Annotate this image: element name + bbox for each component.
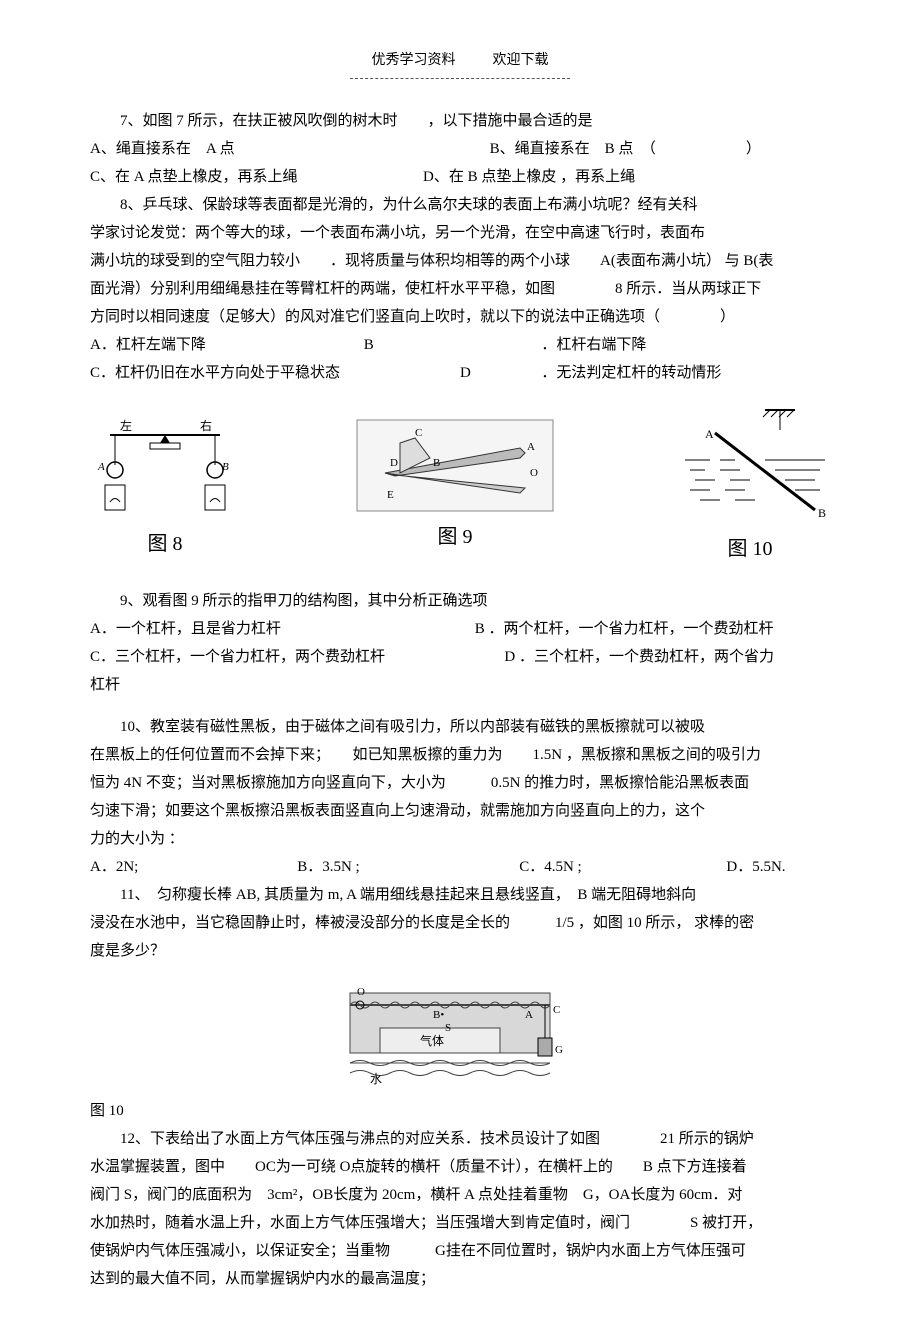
q12-line5: 使锅炉内气体压强减小，以保证安全；当重物 G挂在不同位置时，锅炉内水面上方气体压… xyxy=(90,1239,830,1263)
figures-row: 左 右 A B 图 8 C A xyxy=(90,405,830,565)
svg-text:S: S xyxy=(445,1022,451,1034)
q8-opts-row1: A．杠杆左端下降 B ．杠杆右端下降 xyxy=(90,333,830,357)
svg-text:A: A xyxy=(705,427,714,441)
q9-optD: D ．三个杠杆，一个费劲杠杆，两个省力 xyxy=(504,645,774,669)
q7-stem: 7、如图 7 所示，在扶正被风吹倒的树木时 ，以下措施中最合适的是 xyxy=(90,109,830,133)
svg-text:A: A xyxy=(97,461,105,473)
fig9-svg: C A D B E O xyxy=(355,418,555,513)
q8-optA: A．杠杆左端下降 xyxy=(90,333,364,357)
svg-text:B•: B• xyxy=(433,1009,444,1021)
fig8-svg: 左 右 A B xyxy=(90,410,240,520)
q12-line1: 12、下表给出了水面上方气体压强与沸点的对应关系．技术员设计了如图 21 所示的… xyxy=(90,1127,830,1151)
fig10b-svg: O B• A C G 气体 S 水 xyxy=(345,983,575,1093)
q9-stem: 9、观看图 9 所示的指甲刀的结构图，其中分析正确选项 xyxy=(90,589,830,613)
svg-text:B: B xyxy=(433,457,440,469)
q11-line3: 度是多少？ xyxy=(90,939,830,963)
q8-line1: 8、乒乓球、保龄球等表面都是光滑的，为什么高尔夫球的表面上布满小坑呢？经有关科 xyxy=(90,193,830,217)
svg-text:G: G xyxy=(555,1044,563,1056)
q10-line3: 恒为 4N 不变；当对黑板擦施加方向竖直向下，大小为 0.5N 的推力时，黑板擦… xyxy=(90,771,830,795)
q8-optB-text: ．杠杆右端下降 xyxy=(541,333,646,357)
q10-optA: A．2N; xyxy=(90,855,297,879)
fig10-label: 图 10 xyxy=(670,533,830,565)
q8-line3: 满小坑的球受到的空气阻力较小 ．现将质量与体积均相等的两个小球 A(表面布满小坑… xyxy=(90,249,830,273)
svg-text:C: C xyxy=(415,427,422,439)
q12-line4: 水加热时，随着水温上升，水面上方气体压强增大；当压强增大到肯定值时，阀门 S 被… xyxy=(90,1211,830,1235)
svg-text:O: O xyxy=(357,986,365,998)
q10-line2: 在黑板上的任何位置而不会掉下来； 如已知黑板擦的重力为 1.5N ，黑板擦和黑板… xyxy=(90,743,830,767)
q7-optC: C、在 A 点垫上橡皮，再系上绳 xyxy=(90,165,423,189)
q8-opts-row2: C．杠杆仍旧在水平方向处于平稳状态 D ．无法判定杠杆的转动情形 xyxy=(90,361,830,385)
header-right: 欢迎下载 xyxy=(493,53,549,68)
q9-tail: 杠杆 xyxy=(90,673,830,697)
fig10b-label: 图 10 xyxy=(90,1099,830,1123)
svg-text:C: C xyxy=(553,1004,560,1016)
svg-text:A: A xyxy=(525,1009,533,1021)
q9-row1: A．一个杠杆，且是省力杠杆 B ．两个杠杆，一个省力杠杆，一个费劲杠杆 xyxy=(90,617,830,641)
q12-line6: 达到的最大值不同，从而掌握锅炉内水的最高温度； xyxy=(90,1267,830,1291)
q8-optC: C．杠杆仍旧在水平方向处于平稳状态 xyxy=(90,361,460,385)
q9-optC: C．三个杠杆，一个省力杠杆，两个费劲杠杆 xyxy=(90,645,504,669)
q10-opts: A．2N; B．3.5N ; C．4.5N ; D．5.5N. xyxy=(90,855,830,879)
q7-options-row1: A、绳直接系在 A 点 B、绳直接系在 B 点 （ ） xyxy=(90,137,830,161)
q7-optA: A、绳直接系在 A 点 xyxy=(90,137,490,161)
svg-text:E: E xyxy=(387,489,394,501)
q8-line4: 面光滑）分别利用细绳悬挂在等臂杠杆的两端，使杠杆水平平稳，如图 8 所示．当从两… xyxy=(90,277,830,301)
fig10b-box: O B• A C G 气体 S 水 xyxy=(90,983,830,1093)
q10-optB: B．3.5N ; xyxy=(297,855,519,879)
fig9-box: C A D B E O 图 9 xyxy=(355,418,555,553)
fig8-label: 图 8 xyxy=(90,528,240,560)
fig9-label: 图 9 xyxy=(355,521,555,553)
svg-text:水: 水 xyxy=(370,1072,382,1086)
q8-line5: 方同时以相同速度（足够大）的风对准它们竖直向上吹时，就以下的说法中正确选项（ ） xyxy=(90,305,830,329)
svg-text:O: O xyxy=(530,467,538,479)
svg-text:D: D xyxy=(390,457,398,469)
q7-optB: B、绳直接系在 B 点 （ ） xyxy=(490,137,761,161)
svg-text:气体: 气体 xyxy=(420,1033,444,1048)
q8-line2: 学家讨论发觉：两个等大的球，一个表面布满小坑，另一个光滑，在空中高速飞行时，表面… xyxy=(90,221,830,245)
q11-line2: 浸没在水池中，当它稳固静止时，棒被浸没部分的长度是全长的 1/5 ，如图 10 … xyxy=(90,911,830,935)
header-left: 优秀学习资料 xyxy=(372,53,456,68)
svg-text:左: 左 xyxy=(120,418,132,433)
q10-line5: 力的大小为 ： xyxy=(90,827,830,851)
q8-optD-text: ．无法判定杠杆的转动情形 xyxy=(541,361,721,385)
q12-line2: 水温掌握装置，图中 OC为一可绕 O点旋转的横杆（质量不计），在横杆上的 B 点… xyxy=(90,1155,830,1179)
q12-line3: 阀门 S，阀门的底面积为 3cm²，OB长度为 20cm，横杆 A 点处挂着重物… xyxy=(90,1183,830,1207)
q7-options-row2: C、在 A 点垫上橡皮，再系上绳 D、在 B 点垫上橡皮 ，再系上绳 xyxy=(90,165,830,189)
q10-optC: C．4.5N ; xyxy=(519,855,726,879)
q10-line4: 匀速下滑；如要这个黑板擦沿黑板表面竖直向上匀速滑动，就需施加方向竖直向上的力，这… xyxy=(90,799,830,823)
q10-line1: 10、教室装有磁性黑板，由于磁体之间有吸引力，所以内部装有磁铁的黑板擦就可以被吸 xyxy=(90,715,830,739)
fig10-box: A B 图 10 xyxy=(670,405,830,565)
header-underline xyxy=(350,78,570,79)
q10-optD: D．5.5N. xyxy=(726,855,785,879)
q8-optB-label: B xyxy=(364,333,542,357)
svg-text:A: A xyxy=(527,441,535,453)
page-header: 优秀学习资料 欢迎下载 xyxy=(90,50,830,72)
fig10-svg: A B xyxy=(670,405,830,525)
q9-row2: C．三个杠杆，一个省力杠杆，两个费劲杠杆 D ．三个杠杆，一个费劲杠杆，两个省力 xyxy=(90,645,830,669)
q9-optB: B ．两个杠杆，一个省力杠杆，一个费劲杠杆 xyxy=(475,617,774,641)
q11-line1: 11、 匀称瘦长棒 AB, 其质量为 m, A 端用细线悬挂起来且悬线竖直， B… xyxy=(90,883,830,907)
fig8-box: 左 右 A B 图 8 xyxy=(90,410,240,560)
q8-optD-label: D xyxy=(460,361,541,385)
svg-text:B: B xyxy=(818,506,826,520)
q9-optA: A．一个杠杆，且是省力杠杆 xyxy=(90,617,475,641)
q7-optD: D、在 B 点垫上橡皮 ，再系上绳 xyxy=(423,165,635,189)
svg-text:右: 右 xyxy=(200,418,212,433)
